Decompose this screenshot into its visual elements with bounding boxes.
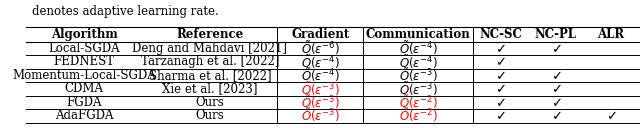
Text: $\tilde{O}(\epsilon^{-4})$: $\tilde{O}(\epsilon^{-4})$: [301, 53, 340, 71]
Text: $\tilde{O}(\epsilon^{-3})$: $\tilde{O}(\epsilon^{-3})$: [399, 67, 438, 84]
Text: ALR: ALR: [598, 28, 625, 41]
Text: $\checkmark$: $\checkmark$: [550, 109, 561, 122]
Text: denotes adaptive learning rate.: denotes adaptive learning rate.: [32, 5, 219, 18]
Text: $\tilde{O}(\epsilon^{-3})$: $\tilde{O}(\epsilon^{-3})$: [301, 80, 340, 98]
Text: Tarzanagh et al. [2022]: Tarzanagh et al. [2022]: [141, 55, 279, 69]
Text: $\checkmark$: $\checkmark$: [495, 55, 506, 69]
Text: AdaFGDA: AdaFGDA: [55, 109, 113, 122]
Text: Ours: Ours: [195, 96, 224, 109]
Text: Xie et al. [2023]: Xie et al. [2023]: [162, 82, 258, 95]
Text: $\tilde{O}(\epsilon^{-4})$: $\tilde{O}(\epsilon^{-4})$: [399, 53, 438, 71]
Text: Local-SGDA: Local-SGDA: [49, 42, 120, 55]
Text: $\tilde{O}(\epsilon^{-3})$: $\tilde{O}(\epsilon^{-3})$: [399, 80, 438, 98]
Text: $\checkmark$: $\checkmark$: [495, 96, 506, 109]
Text: Reference: Reference: [176, 28, 243, 41]
Text: Algorithm: Algorithm: [51, 28, 118, 41]
Text: $\checkmark$: $\checkmark$: [495, 69, 506, 82]
Text: $\tilde{O}(\epsilon^{-2})$: $\tilde{O}(\epsilon^{-2})$: [399, 94, 438, 111]
Text: $\tilde{O}(\epsilon^{-2})$: $\tilde{O}(\epsilon^{-2})$: [399, 107, 438, 124]
Text: Momentum-Local-SGDA: Momentum-Local-SGDA: [12, 69, 156, 82]
Text: $\checkmark$: $\checkmark$: [495, 42, 506, 55]
Text: $\checkmark$: $\checkmark$: [495, 82, 506, 95]
Text: Communication: Communication: [365, 28, 470, 41]
Text: FEDNEST: FEDNEST: [54, 55, 115, 69]
Text: NC-SC: NC-SC: [479, 28, 522, 41]
Text: Sharma et al. [2022]: Sharma et al. [2022]: [148, 69, 271, 82]
Text: Ours: Ours: [195, 109, 224, 122]
Text: $\tilde{O}(\epsilon^{-3})$: $\tilde{O}(\epsilon^{-3})$: [301, 94, 340, 111]
Text: $\checkmark$: $\checkmark$: [550, 96, 561, 109]
Text: $\tilde{O}(\epsilon^{-4})$: $\tilde{O}(\epsilon^{-4})$: [399, 40, 438, 57]
Text: NC-PL: NC-PL: [535, 28, 577, 41]
Text: $\checkmark$: $\checkmark$: [550, 82, 561, 95]
Text: $\checkmark$: $\checkmark$: [605, 109, 616, 122]
Text: Gradient: Gradient: [291, 28, 349, 41]
Text: $\tilde{O}(\epsilon^{-6})$: $\tilde{O}(\epsilon^{-6})$: [301, 40, 340, 57]
Text: $\tilde{O}(\epsilon^{-4})$: $\tilde{O}(\epsilon^{-4})$: [301, 67, 340, 84]
Text: $\checkmark$: $\checkmark$: [550, 69, 561, 82]
Text: CDMA: CDMA: [65, 82, 104, 95]
Text: $\checkmark$: $\checkmark$: [550, 42, 561, 55]
Text: $\checkmark$: $\checkmark$: [495, 109, 506, 122]
Text: FGDA: FGDA: [67, 96, 102, 109]
Text: Deng and Mahdavi [2021]: Deng and Mahdavi [2021]: [132, 42, 287, 55]
Text: $\tilde{O}(\epsilon^{-3})$: $\tilde{O}(\epsilon^{-3})$: [301, 107, 340, 124]
